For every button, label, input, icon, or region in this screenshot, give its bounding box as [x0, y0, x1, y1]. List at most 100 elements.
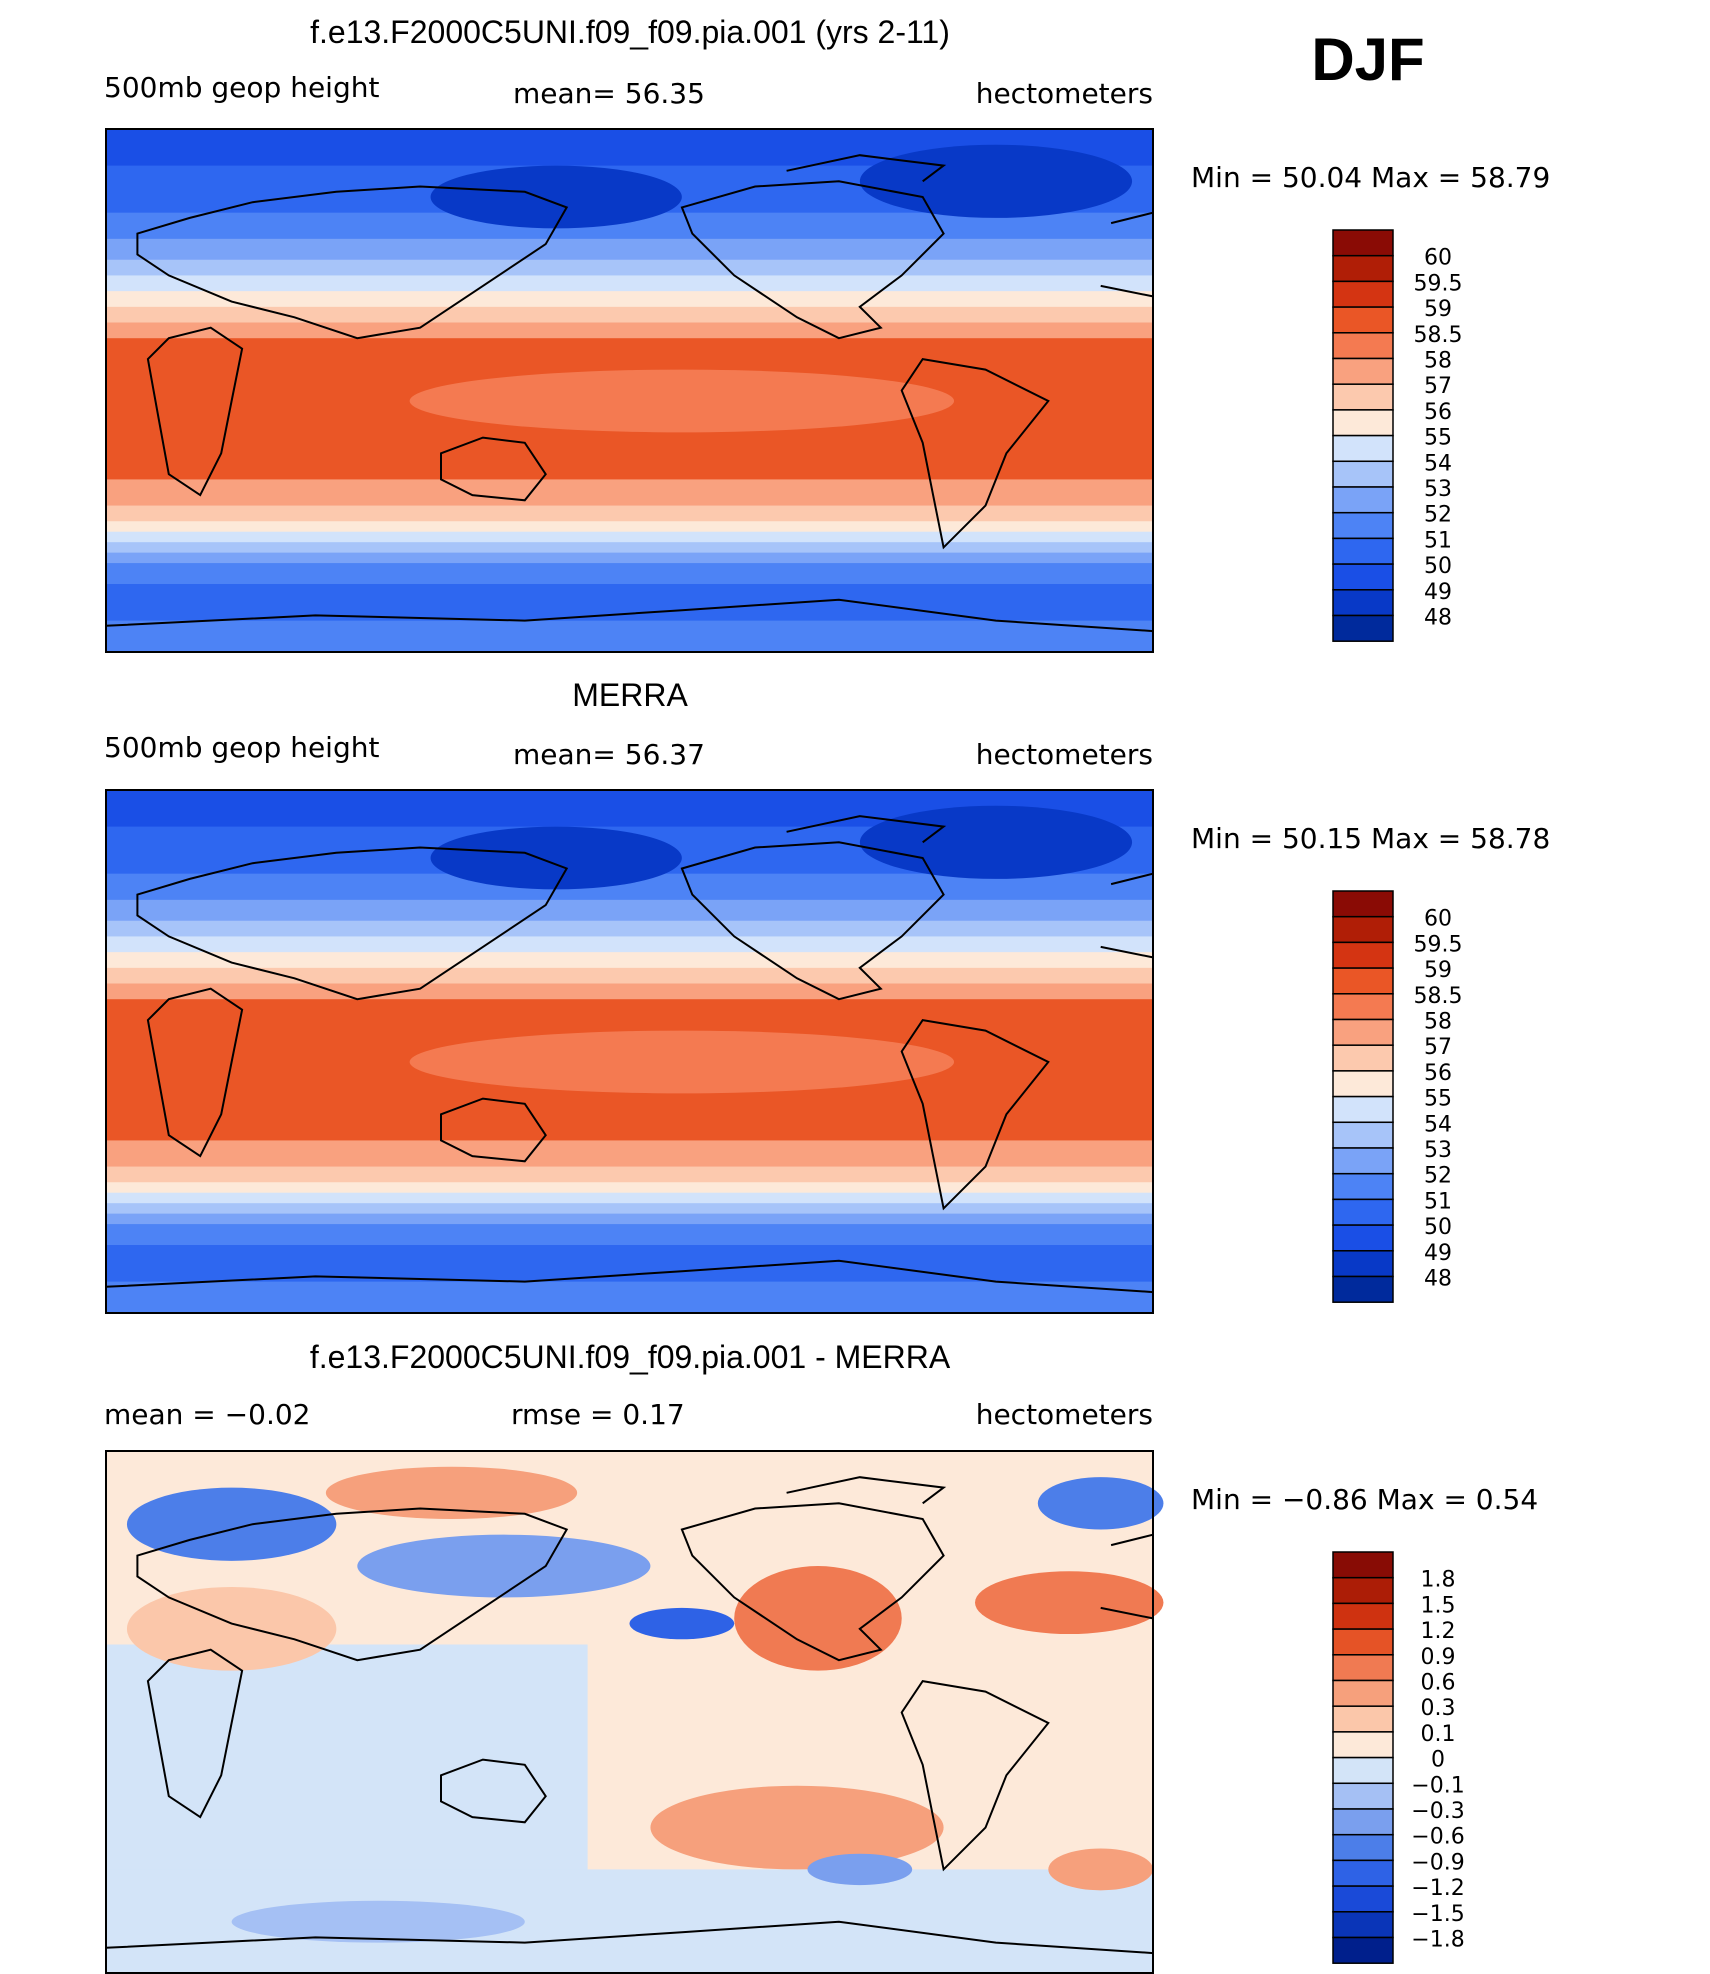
contour-blob	[430, 165, 682, 229]
contour-blob	[430, 826, 682, 890]
colorbar-swatch	[1332, 1551, 1394, 1579]
colorbar-swatch	[1332, 1224, 1394, 1252]
coastline	[1100, 1533, 1154, 1620]
colorbar-tick-label: 48	[1424, 606, 1452, 631]
coastline	[786, 154, 947, 183]
coastline	[680, 841, 945, 1001]
colorbar-tick-label: 60	[1424, 246, 1452, 271]
colorbar-swatch	[1332, 1018, 1394, 1046]
colorbar-swatch	[1332, 1859, 1394, 1887]
contour-band	[106, 620, 1153, 653]
colorbar-swatch	[1332, 1885, 1394, 1913]
min-max-label: Min = −0.86 Max = 0.54	[1191, 1483, 1538, 1516]
colorbar-tick-label: 53	[1424, 477, 1452, 502]
colorbar-swatch	[1332, 460, 1394, 488]
contour-band	[106, 275, 1153, 292]
colorbar-swatch	[1332, 1705, 1394, 1733]
colorbar-tick-label: 1.8	[1421, 1568, 1456, 1593]
contour-blob	[807, 1853, 913, 1886]
colorbar-swatch	[1332, 280, 1394, 308]
colorbar-swatch	[1332, 1576, 1394, 1605]
colorbar-swatch	[1332, 1250, 1394, 1278]
contour-band	[106, 983, 1153, 1000]
colorbar-swatch	[1332, 1070, 1394, 1098]
colorbar-swatch	[1332, 915, 1394, 944]
colorbar-tick-label: −0.1	[1411, 1773, 1464, 1798]
colorbar-tick-label: 58.5	[1414, 984, 1463, 1009]
contour-band	[106, 306, 1153, 324]
colorbar-tick-label: 58	[1424, 349, 1452, 374]
map-border	[105, 128, 1154, 653]
units-label: hectometers	[976, 77, 1153, 110]
contour-band	[106, 505, 1153, 522]
rmse-label: rmse = 0.17	[511, 1398, 685, 1431]
contour-band	[106, 1140, 1153, 1168]
panel-difference: f.e13.F2000C5UNI.f09_f09.pia.001 - MERRA…	[104, 1339, 1538, 1974]
colorbar-tick-label: 55	[1424, 1087, 1452, 1112]
map-field	[105, 129, 1154, 653]
contour-band	[106, 542, 1153, 554]
panel-merra: MERRA 500mb geop height mean= 56.37 hect…	[104, 677, 1550, 1314]
colorbar-tick-label: 51	[1424, 1189, 1452, 1214]
contour-band	[106, 584, 1153, 622]
coastline	[440, 1097, 547, 1163]
colorbar-tick-label: 52	[1424, 1164, 1452, 1189]
colorbar-swatch	[1332, 941, 1394, 969]
contour-blob	[409, 1030, 955, 1094]
colorbar-tick-label: −1.8	[1411, 1928, 1464, 1953]
contour-blob	[1037, 1477, 1164, 1530]
colorbar-swatch	[1332, 1628, 1394, 1656]
contour-blob	[650, 1785, 944, 1870]
min-max-label: Min = 50.15 Max = 58.78	[1191, 822, 1550, 855]
coastline	[136, 1507, 569, 1662]
colorbar-tick-label: 60	[1424, 907, 1452, 932]
contour-blob	[231, 1900, 525, 1943]
coastline	[146, 1648, 244, 1819]
colorbar-swatch	[1332, 332, 1394, 360]
colorbar-swatch	[1332, 1044, 1394, 1072]
coastline	[440, 1758, 547, 1824]
colorbar-swatch	[1332, 229, 1394, 257]
contour-band	[106, 1182, 1153, 1194]
mean-label: mean = −0.02	[104, 1398, 310, 1431]
colorbar-swatch	[1332, 1731, 1394, 1759]
contour-band	[106, 1245, 1153, 1283]
coastline	[440, 436, 547, 502]
colorbar-swatch	[1332, 1782, 1394, 1810]
colorbar-tick-label: 0.1	[1421, 1722, 1456, 1747]
coastline	[136, 185, 569, 340]
colorbar-tick-label: 55	[1424, 426, 1452, 451]
coastline	[1100, 211, 1154, 298]
colorbar-tick-label: 59	[1424, 958, 1452, 983]
colorbar-tick-label: 57	[1424, 1035, 1452, 1060]
colorbar-swatch	[1332, 1198, 1394, 1226]
colorbar-swatch	[1332, 1172, 1394, 1201]
panel-title: f.e13.F2000C5UNI.f09_f09.pia.001 (yrs 2-…	[310, 14, 950, 50]
colorbar-swatch	[1332, 1095, 1394, 1124]
coastline	[786, 815, 947, 844]
contour-band	[106, 1166, 1153, 1183]
coastline	[146, 326, 244, 497]
season-label: DJF	[1311, 26, 1424, 93]
colorbar-tick-label: 48	[1424, 1267, 1452, 1292]
colorbar-swatch	[1332, 1654, 1394, 1682]
colorbar-swatch	[1332, 357, 1394, 385]
colorbar-swatch	[1332, 967, 1394, 995]
colorbar-tick-label: 51	[1424, 528, 1452, 553]
contour-blob	[734, 1566, 902, 1671]
colorbar-tick-label: 1.2	[1421, 1619, 1456, 1644]
map-border	[105, 1450, 1154, 1974]
colorbar-swatch	[1332, 890, 1394, 918]
map-field	[105, 1466, 1164, 1974]
colorbar-tick-label: −1.2	[1411, 1876, 1464, 1901]
colorbar-tick-label: 59.5	[1414, 932, 1463, 957]
colorbar-swatch	[1332, 1602, 1394, 1630]
units-label: hectometers	[976, 1398, 1153, 1431]
coastline	[900, 358, 1050, 550]
contour-blob	[357, 1534, 651, 1598]
colorbar-tick-label: 0.3	[1421, 1696, 1456, 1721]
colorbar-tick-label: 0.9	[1421, 1645, 1456, 1670]
